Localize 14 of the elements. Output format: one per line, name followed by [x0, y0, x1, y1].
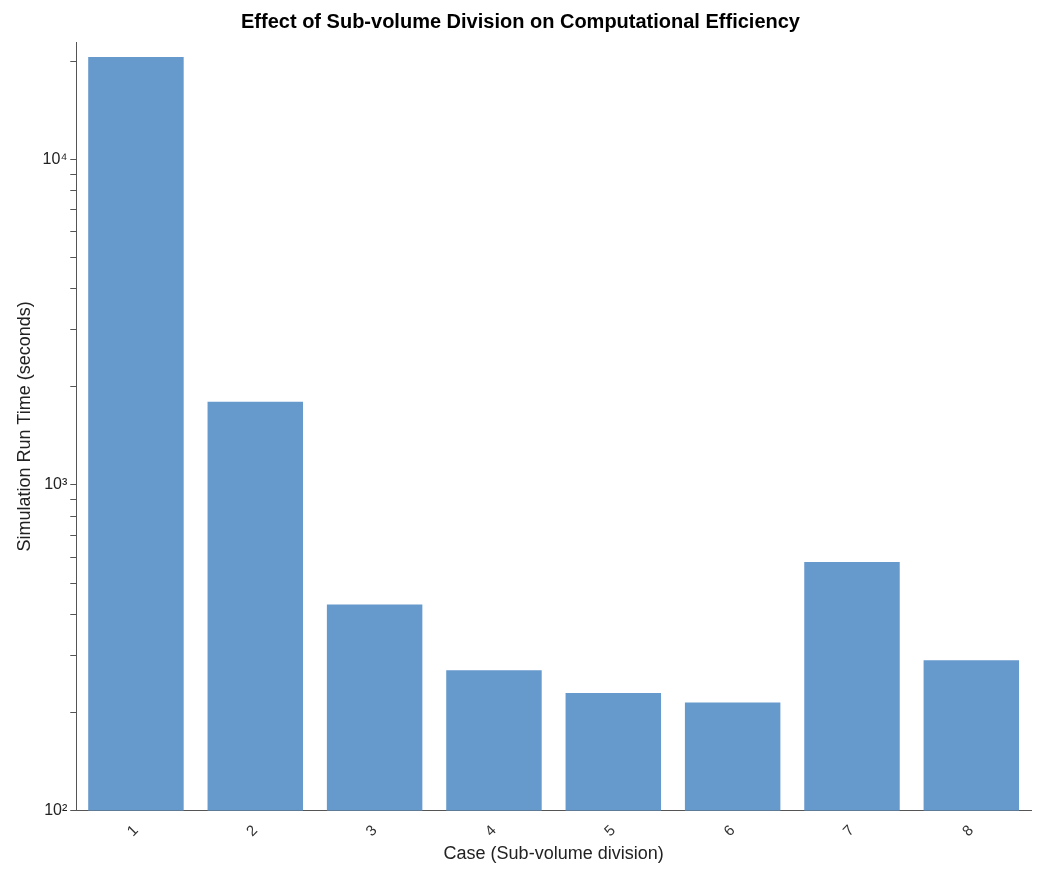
x-tick-label: 4 — [481, 821, 500, 840]
x-tick-label: 2 — [242, 821, 261, 840]
chart-title: Effect of Sub-volume Division on Computational Efficiency — [241, 9, 801, 32]
x-tick-label: 8 — [958, 821, 977, 840]
x-tick-label: 3 — [361, 821, 380, 840]
y-tick-label: 10² — [44, 801, 68, 819]
y-tick-label: 10⁴ — [42, 149, 68, 167]
y-axis-title: Simulation Run Time (seconds) — [13, 301, 34, 552]
y-tick-label: 10³ — [44, 475, 68, 493]
x-tick-label: 5 — [600, 821, 619, 840]
x-tick-label: 1 — [123, 821, 141, 840]
x-tick-label: 6 — [719, 821, 738, 840]
x-axis-title: Case (Sub-volume division) — [443, 843, 664, 864]
x-tick-label: 7 — [839, 821, 858, 840]
